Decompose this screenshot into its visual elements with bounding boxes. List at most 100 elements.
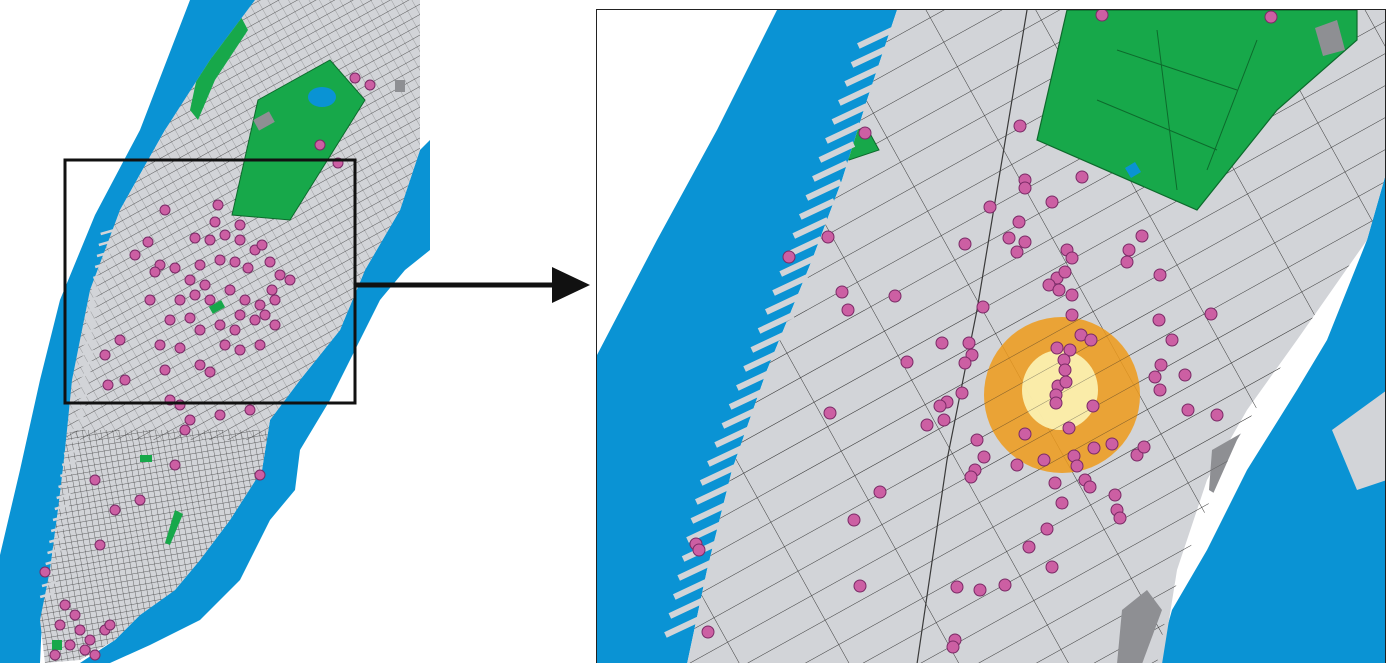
location-dot-icon[interactable] xyxy=(1010,245,1024,259)
location-dot-icon[interactable] xyxy=(1070,459,1084,473)
location-dot-icon[interactable] xyxy=(1048,476,1062,490)
location-dot-icon[interactable] xyxy=(983,200,997,214)
location-dot-icon[interactable] xyxy=(873,485,887,499)
location-dot-icon[interactable] xyxy=(284,274,296,286)
location-dot-icon[interactable] xyxy=(234,344,246,356)
location-dot-icon[interactable] xyxy=(234,309,246,321)
detail-map-canvas[interactable] xyxy=(597,10,1386,663)
location-dot-icon[interactable] xyxy=(349,72,361,84)
location-dot-icon[interactable] xyxy=(214,409,226,421)
location-dot-icon[interactable] xyxy=(254,299,266,311)
location-dot-icon[interactable] xyxy=(1018,235,1032,249)
location-dot-icon[interactable] xyxy=(964,470,978,484)
location-dot-icon[interactable] xyxy=(49,649,61,661)
overview-map[interactable] xyxy=(0,0,430,663)
location-dot-icon[interactable] xyxy=(174,342,186,354)
location-dot-icon[interactable] xyxy=(1105,437,1119,451)
location-dot-icon[interactable] xyxy=(89,649,101,661)
location-dot-icon[interactable] xyxy=(219,339,231,351)
location-dot-icon[interactable] xyxy=(1045,560,1059,574)
location-dot-icon[interactable] xyxy=(962,336,976,350)
location-dot-icon[interactable] xyxy=(853,579,867,593)
location-dot-icon[interactable] xyxy=(314,139,326,151)
location-dot-icon[interactable] xyxy=(692,543,706,557)
location-dot-icon[interactable] xyxy=(184,274,196,286)
location-dot-icon[interactable] xyxy=(214,319,226,331)
location-dot-icon[interactable] xyxy=(94,539,106,551)
location-dot-icon[interactable] xyxy=(958,356,972,370)
location-dot-icon[interactable] xyxy=(189,289,201,301)
location-dot-icon[interactable] xyxy=(134,494,146,506)
location-dot-icon[interactable] xyxy=(159,364,171,376)
location-dot-icon[interactable] xyxy=(266,284,278,296)
location-dot-icon[interactable] xyxy=(782,250,796,264)
location-dot-icon[interactable] xyxy=(234,234,246,246)
location-dot-icon[interactable] xyxy=(254,339,266,351)
location-dot-icon[interactable] xyxy=(1210,408,1224,422)
location-dot-icon[interactable] xyxy=(1049,396,1063,410)
location-dot-icon[interactable] xyxy=(1052,283,1066,297)
location-dot-icon[interactable] xyxy=(1178,368,1192,382)
location-dot-icon[interactable] xyxy=(249,314,261,326)
location-dot-icon[interactable] xyxy=(1137,440,1151,454)
location-dot-icon[interactable] xyxy=(89,474,101,486)
location-dot-icon[interactable] xyxy=(254,469,266,481)
location-dot-icon[interactable] xyxy=(194,259,206,271)
location-dot-icon[interactable] xyxy=(1058,265,1072,279)
location-dot-icon[interactable] xyxy=(1264,10,1278,24)
location-dot-icon[interactable] xyxy=(1055,496,1069,510)
location-dot-icon[interactable] xyxy=(1113,511,1127,525)
location-dot-icon[interactable] xyxy=(239,294,251,306)
location-dot-icon[interactable] xyxy=(1010,458,1024,472)
location-dot-icon[interactable] xyxy=(701,625,715,639)
location-dot-icon[interactable] xyxy=(1063,343,1077,357)
location-dot-icon[interactable] xyxy=(821,230,835,244)
location-dot-icon[interactable] xyxy=(1040,522,1054,536)
location-dot-icon[interactable] xyxy=(244,404,256,416)
location-dot-icon[interactable] xyxy=(958,237,972,251)
location-dot-icon[interactable] xyxy=(194,324,206,336)
location-dot-icon[interactable] xyxy=(114,334,126,346)
location-dot-icon[interactable] xyxy=(79,644,91,656)
location-dot-icon[interactable] xyxy=(1045,195,1059,209)
location-dot-icon[interactable] xyxy=(204,294,216,306)
location-dot-icon[interactable] xyxy=(1050,341,1064,355)
location-dot-icon[interactable] xyxy=(159,204,171,216)
location-dot-icon[interactable] xyxy=(102,379,114,391)
location-dot-icon[interactable] xyxy=(1022,540,1036,554)
location-dot-icon[interactable] xyxy=(269,294,281,306)
location-dot-icon[interactable] xyxy=(99,349,111,361)
location-dot-icon[interactable] xyxy=(1108,488,1122,502)
location-dot-icon[interactable] xyxy=(1075,170,1089,184)
location-dot-icon[interactable] xyxy=(109,504,121,516)
location-dot-icon[interactable] xyxy=(234,219,246,231)
detail-map[interactable] xyxy=(596,9,1386,663)
location-dot-icon[interactable] xyxy=(229,256,241,268)
location-dot-icon[interactable] xyxy=(142,236,154,248)
location-dot-icon[interactable] xyxy=(946,640,960,654)
location-dot-icon[interactable] xyxy=(364,79,376,91)
location-dot-icon[interactable] xyxy=(229,324,241,336)
location-dot-icon[interactable] xyxy=(1059,375,1073,389)
location-dot-icon[interactable] xyxy=(1065,288,1079,302)
location-dot-icon[interactable] xyxy=(900,355,914,369)
location-dot-icon[interactable] xyxy=(1165,333,1179,347)
location-dot-icon[interactable] xyxy=(933,399,947,413)
location-dot-icon[interactable] xyxy=(164,314,176,326)
location-dot-icon[interactable] xyxy=(189,232,201,244)
location-dot-icon[interactable] xyxy=(59,599,71,611)
location-dot-icon[interactable] xyxy=(212,199,224,211)
location-dot-icon[interactable] xyxy=(64,639,76,651)
location-dot-icon[interactable] xyxy=(1058,363,1072,377)
location-dot-icon[interactable] xyxy=(1084,333,1098,347)
location-dot-icon[interactable] xyxy=(976,300,990,314)
location-dot-icon[interactable] xyxy=(39,566,51,578)
location-dot-icon[interactable] xyxy=(184,312,196,324)
location-dot-icon[interactable] xyxy=(54,619,66,631)
location-dot-icon[interactable] xyxy=(1018,427,1032,441)
location-dot-icon[interactable] xyxy=(149,266,161,278)
location-dot-icon[interactable] xyxy=(935,336,949,350)
location-dot-icon[interactable] xyxy=(1012,215,1026,229)
location-dot-icon[interactable] xyxy=(154,339,166,351)
location-dot-icon[interactable] xyxy=(204,366,216,378)
